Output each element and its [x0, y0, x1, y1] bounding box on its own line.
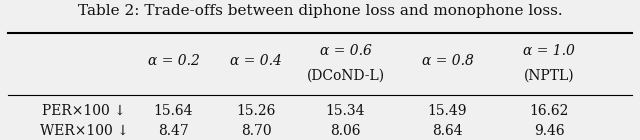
Text: (NPTL): (NPTL)	[524, 69, 575, 83]
Text: 16.62: 16.62	[530, 104, 569, 118]
Text: 8.70: 8.70	[241, 124, 271, 138]
Text: (DCoND-L): (DCoND-L)	[307, 69, 385, 83]
Text: α = 0.8: α = 0.8	[422, 54, 474, 68]
Text: α = 0.6: α = 0.6	[319, 44, 371, 58]
Text: WER×100 ↓: WER×100 ↓	[40, 124, 129, 138]
Text: α = 0.2: α = 0.2	[147, 54, 200, 68]
Text: α = 1.0: α = 1.0	[524, 44, 575, 58]
Text: PER×100 ↓: PER×100 ↓	[42, 104, 126, 118]
Text: α = 0.4: α = 0.4	[230, 54, 282, 68]
Text: 15.26: 15.26	[237, 104, 276, 118]
Text: 8.47: 8.47	[158, 124, 189, 138]
Text: 15.34: 15.34	[326, 104, 365, 118]
Text: 8.64: 8.64	[432, 124, 463, 138]
Text: 15.64: 15.64	[154, 104, 193, 118]
Text: 8.06: 8.06	[330, 124, 361, 138]
Text: 9.46: 9.46	[534, 124, 564, 138]
Text: 15.49: 15.49	[428, 104, 467, 118]
Text: Table 2: Trade-offs between diphone loss and monophone loss.: Table 2: Trade-offs between diphone loss…	[77, 4, 563, 18]
